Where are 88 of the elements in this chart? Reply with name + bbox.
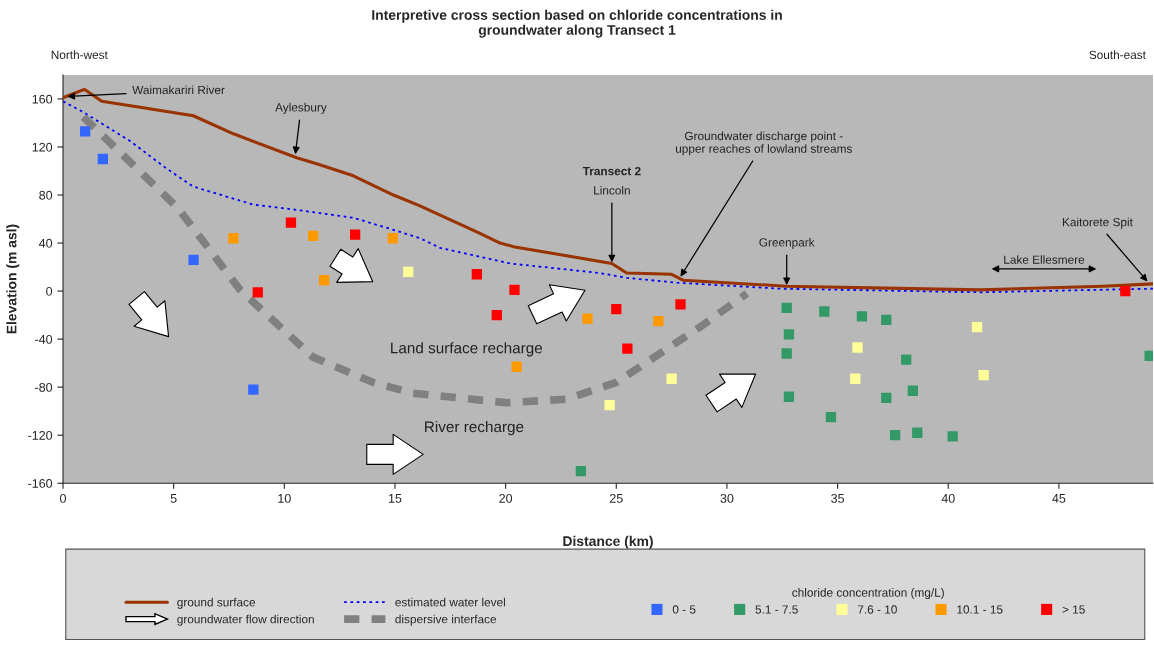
point bbox=[825, 412, 837, 423]
x-tick-label: 30 bbox=[720, 493, 734, 503]
point bbox=[622, 343, 633, 354]
y-tick-label: 80 bbox=[39, 190, 53, 200]
point bbox=[856, 311, 868, 322]
annotation: River recharge bbox=[425, 420, 524, 436]
point bbox=[248, 384, 259, 395]
point bbox=[511, 361, 522, 372]
y-tick-label: 40 bbox=[38, 238, 53, 248]
legend-label: 10.1 - 15 bbox=[957, 605, 1003, 614]
y-tick-label: -160 bbox=[28, 479, 53, 488]
legend-label: 7.6 - 10 bbox=[857, 605, 897, 614]
annotation: Transect 2 bbox=[582, 166, 641, 176]
point bbox=[79, 126, 91, 137]
x-tick-label: 20 bbox=[499, 493, 513, 503]
point bbox=[675, 299, 686, 310]
annotation: Lake Ellesmere bbox=[1004, 255, 1085, 264]
point bbox=[403, 266, 414, 278]
point bbox=[881, 392, 892, 404]
point bbox=[188, 254, 199, 266]
y-tick-label: 120 bbox=[32, 142, 53, 152]
point bbox=[850, 373, 861, 384]
x-tick-label: 45 bbox=[1052, 494, 1066, 503]
x-tick-label: 35 bbox=[831, 493, 845, 503]
point bbox=[907, 385, 918, 396]
legend-label: 0 - 5 bbox=[672, 605, 696, 614]
point bbox=[285, 217, 297, 228]
text: South-east bbox=[1089, 50, 1146, 60]
point bbox=[666, 373, 677, 384]
annotation: Greenpark bbox=[759, 237, 815, 249]
point bbox=[852, 342, 863, 353]
y-tick-label: 0 bbox=[46, 286, 53, 296]
annotation: Groundwater discharge point - upper reaches of lowland streams bbox=[675, 131, 852, 156]
x-tick-label: 40 bbox=[941, 493, 955, 503]
point bbox=[901, 354, 912, 365]
point bbox=[575, 466, 587, 477]
point bbox=[349, 229, 361, 240]
point bbox=[252, 287, 263, 298]
legend-label: > 15 bbox=[1062, 605, 1085, 614]
point bbox=[912, 427, 923, 438]
y-tick-label: -40 bbox=[35, 334, 53, 344]
point bbox=[387, 233, 398, 244]
point bbox=[781, 348, 792, 359]
point bbox=[491, 309, 502, 321]
point bbox=[971, 321, 983, 333]
point bbox=[1120, 285, 1131, 297]
text: groundwater flow direction bbox=[177, 614, 314, 626]
y-tick-label: -80 bbox=[35, 382, 53, 392]
x-axis-title: Distance (km) bbox=[563, 535, 653, 549]
point bbox=[781, 302, 792, 314]
point bbox=[582, 313, 593, 324]
point bbox=[611, 303, 622, 315]
point bbox=[471, 269, 483, 280]
x-tick-label: 10 bbox=[278, 493, 291, 503]
chart-title: Interpretive cross section based on chloride concentrations in groundwater along Transect 1 bbox=[372, 9, 782, 38]
annotation: Kaitorete Spit bbox=[1062, 217, 1133, 229]
x-tick-label: 5 bbox=[170, 494, 177, 503]
text: North-west bbox=[51, 50, 108, 60]
legend-label: ground surface bbox=[177, 597, 256, 609]
annotation: Lincoln bbox=[594, 185, 630, 195]
point bbox=[1144, 350, 1153, 362]
annotation: Aylesbury bbox=[275, 102, 327, 114]
legend-label: dispersive interface bbox=[395, 614, 497, 626]
point bbox=[97, 153, 108, 165]
point bbox=[783, 391, 795, 402]
x-tick-label: 0 bbox=[60, 493, 66, 503]
point bbox=[509, 284, 520, 296]
point bbox=[947, 431, 958, 442]
y-tick-label: 160 bbox=[32, 94, 53, 104]
legend-label: estimated water level bbox=[395, 597, 505, 607]
point bbox=[783, 329, 795, 340]
point bbox=[978, 369, 989, 381]
annotation: Waimakariri River bbox=[132, 85, 225, 95]
point bbox=[881, 314, 892, 326]
y-tick-label: -120 bbox=[28, 430, 53, 440]
point bbox=[653, 315, 664, 327]
point bbox=[604, 400, 615, 411]
legend-title: chloride concentration (mg/L) bbox=[792, 588, 944, 600]
point bbox=[319, 275, 330, 286]
x-tick-label: 15 bbox=[388, 494, 402, 503]
point bbox=[819, 306, 830, 317]
point bbox=[307, 230, 319, 241]
legend-label: 5.1 - 7.5 bbox=[755, 605, 798, 614]
x-tick-label: 25 bbox=[609, 493, 623, 503]
point bbox=[889, 430, 901, 441]
point bbox=[228, 233, 239, 244]
annotation: Land surface recharge bbox=[391, 342, 543, 357]
y-axis-title: Elevation (m asl) bbox=[6, 224, 20, 334]
